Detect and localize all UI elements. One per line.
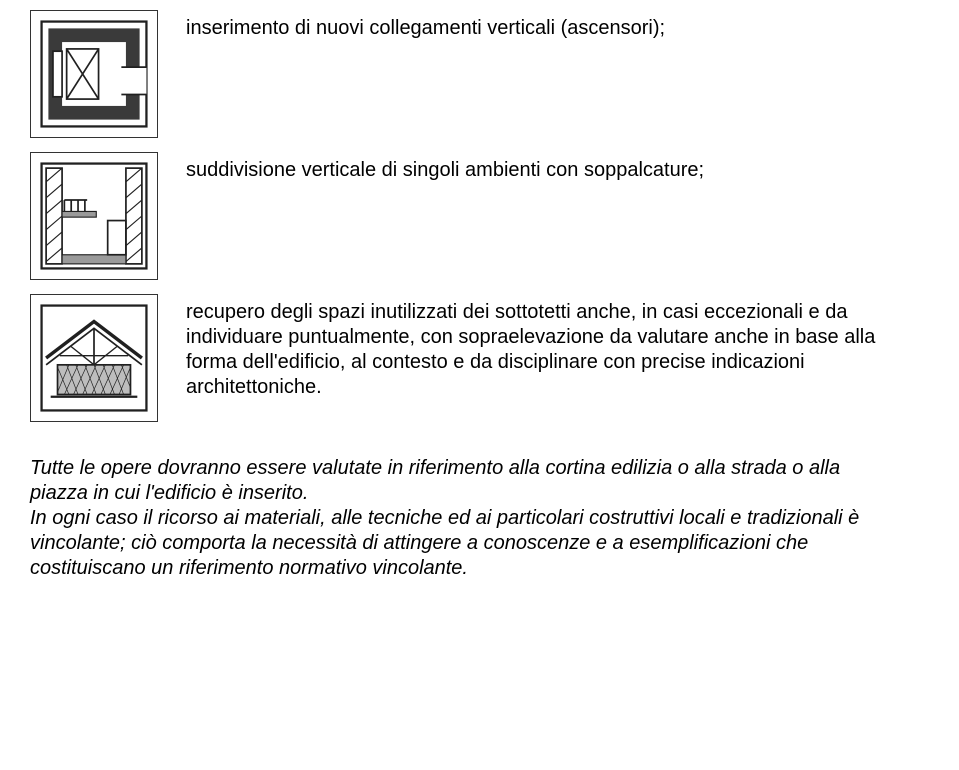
item-text-3: recupero degli spazi inutilizzati dei so…: [186, 294, 899, 400]
item-row-1: inserimento di nuovi collegamenti vertic…: [30, 10, 899, 138]
item-row-2: suddivisione verticale di singoli ambien…: [30, 152, 899, 280]
diagram-mezzanine-section: [30, 152, 158, 280]
item-text-2: suddivisione verticale di singoli ambien…: [186, 152, 899, 183]
diagram-roof-attic-section: [30, 294, 158, 422]
item-text-1: inserimento di nuovi collegamenti vertic…: [186, 10, 899, 41]
item-row-3: recupero degli spazi inutilizzati dei so…: [30, 294, 899, 422]
footer-paragraph: Tutte le opere dovranno essere valutate …: [30, 456, 899, 581]
diagram-elevator-shaft: [30, 10, 158, 138]
